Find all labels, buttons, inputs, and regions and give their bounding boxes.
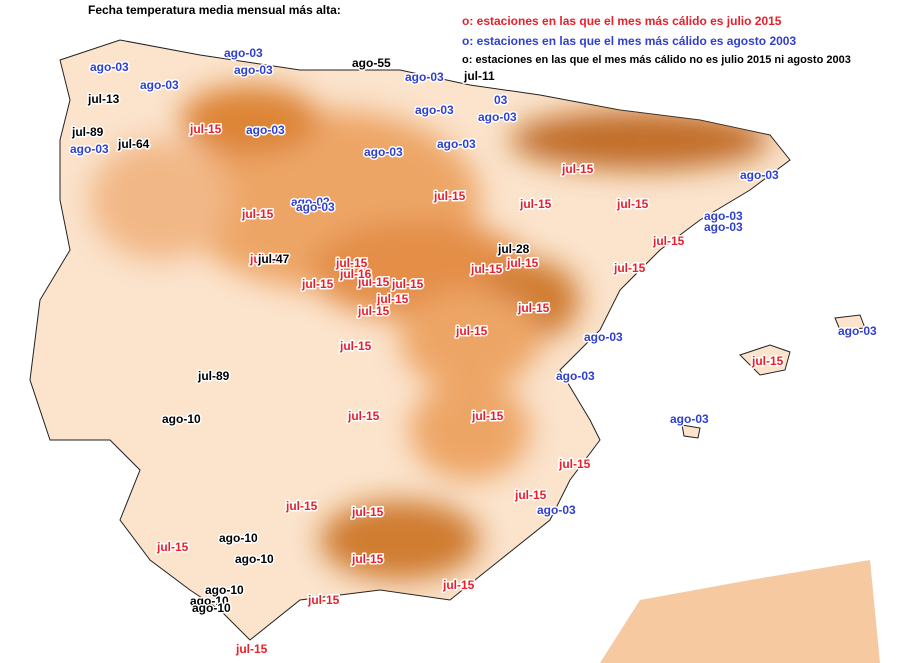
station-label: ago-03 — [224, 46, 263, 60]
station-label: ago-03 — [291, 195, 330, 209]
station-label: jul-15 — [616, 197, 649, 211]
station-label: ago-55 — [352, 56, 391, 70]
station-label: jul-15 — [514, 488, 547, 502]
station-label: jul-15 — [442, 578, 475, 592]
station-label: ago-10 — [190, 594, 229, 608]
station-label: jul-15 — [301, 277, 334, 291]
station-label: ago-03 — [70, 142, 109, 156]
station-label: jul-15 — [249, 252, 282, 266]
station-label: jul-28 — [497, 242, 530, 256]
station-label: ago-03 — [296, 200, 335, 214]
station-label: jul-15 — [470, 262, 503, 276]
station-label: jul-15 — [652, 234, 685, 248]
land — [29, 39, 880, 663]
station-label: jul-15 — [433, 189, 466, 203]
station-label: jul-15 — [561, 162, 594, 176]
station-label: jul-64 — [117, 137, 150, 151]
station-label: jul-15 — [751, 354, 784, 368]
station-label: jul-13 — [87, 92, 120, 106]
station-label: jul-15 — [519, 197, 552, 211]
station-label: ago-03 — [405, 70, 444, 84]
station-label: ago-03 — [584, 330, 623, 344]
station-label: jul-89 — [71, 125, 104, 139]
station-label: jul-15 — [558, 457, 591, 471]
station-label: ago-03 — [704, 209, 743, 223]
station-label: jul-15 — [376, 292, 409, 306]
station-label: ago-10 — [162, 412, 201, 426]
station-label: ago-03 — [246, 123, 285, 137]
station-label: jul-15 — [357, 304, 390, 318]
map-title: Fecha temperatura media mensual más alta… — [88, 3, 341, 17]
station-label: ago-03 — [478, 110, 517, 124]
station-label: ago-03 — [740, 168, 779, 182]
station-label: jul-15 — [156, 540, 189, 554]
station-label: jul-15 — [339, 339, 372, 353]
station-label: ago-03 — [670, 412, 709, 426]
legend-entry: o: estaciones en las que el mes más cáli… — [462, 54, 851, 66]
station-label: ago-10 — [205, 583, 244, 597]
station-label: jul-15 — [455, 324, 488, 338]
station-label: jul-15 — [241, 207, 274, 221]
station-label: jul-89 — [197, 369, 230, 383]
station-label: ago-03 — [437, 137, 476, 151]
station-label: jul-15 — [335, 256, 368, 270]
station-label: ago-10 — [219, 531, 258, 545]
station-label: ago-03 — [140, 78, 179, 92]
legend-entry: o: estaciones en las que el mes más cáli… — [462, 34, 796, 48]
station-label: jul-47 — [257, 252, 290, 266]
station-label: jul-11 — [463, 69, 495, 83]
station-label: ago-03 — [537, 503, 576, 517]
station-label: jul-15 — [351, 505, 384, 519]
station-label: ago-03 — [556, 369, 595, 383]
station-label: jul-15 — [357, 275, 390, 289]
station-label: ago-03 — [364, 145, 403, 159]
station-label: ago-03 — [415, 103, 454, 117]
station-label: ago-10 — [192, 601, 231, 615]
station-label: jul-15 — [391, 277, 424, 291]
station-label: jul-15 — [613, 261, 646, 275]
station-label: ago-03 — [838, 324, 877, 338]
station-label: jul-15 — [351, 552, 384, 566]
station-label: jul-15 — [347, 409, 380, 423]
station-label: ago-03 — [90, 60, 129, 74]
station-label: jul-15 — [307, 593, 340, 607]
station-label: jul-15 — [517, 301, 550, 315]
station-label: jul-15 — [235, 642, 268, 656]
station-label: jul-15 — [285, 499, 318, 513]
station-label: ago-03 — [234, 63, 273, 77]
station-label: jul-15 — [471, 409, 504, 423]
station-label: jul-15 — [189, 122, 222, 136]
station-label: jul-16 — [339, 267, 372, 281]
legend-entry: o: estaciones en las que el mes más cáli… — [462, 14, 782, 28]
station-label: jul-15 — [506, 256, 539, 270]
station-label: ago-03 — [704, 220, 743, 234]
station-label: 03 — [494, 93, 508, 107]
station-label: ago-10 — [235, 552, 274, 566]
